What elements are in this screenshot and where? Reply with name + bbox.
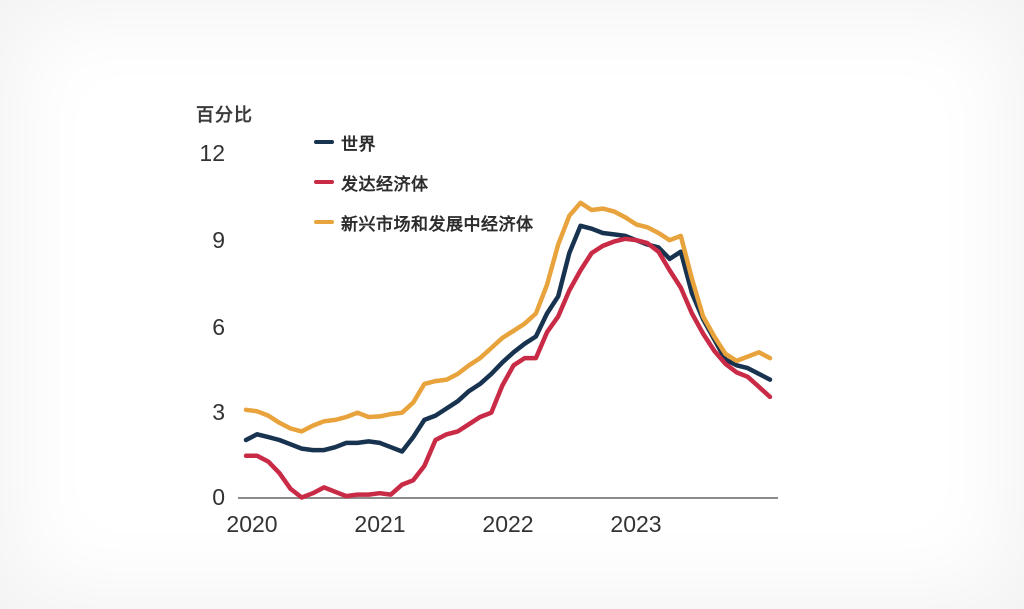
x-axis-tick-2020: 2020 <box>226 511 278 537</box>
legend-item-world: 世界 <box>314 130 534 154</box>
legend-dash-world-icon <box>314 139 334 145</box>
line-emde <box>243 200 773 434</box>
legend-label-advanced-economies: 发达经济体 <box>341 174 429 194</box>
y-axis-tick-3: 3 <box>212 399 225 425</box>
chart-legend: 世界 发达经济体 新兴市场和发展中经济体 <box>314 130 534 250</box>
y-axis-tick-0: 0 <box>212 484 225 510</box>
legend-label-world: 世界 <box>341 134 376 154</box>
line-advanced-economies <box>243 236 773 500</box>
legend-label-emde: 新兴市场和发展中经济体 <box>341 214 534 234</box>
y-axis-unit-label: 百分比 <box>196 105 253 125</box>
x-axis-tick-2023: 2023 <box>610 511 662 537</box>
y-axis-tick-12: 12 <box>199 140 225 166</box>
line-world <box>243 223 773 454</box>
y-axis-tick-9: 9 <box>212 227 225 253</box>
legend-dash-advanced-economies-icon <box>314 179 334 185</box>
legend-item-advanced-economies: 发达经济体 <box>314 170 534 194</box>
y-axis-tick-6: 6 <box>212 314 225 340</box>
legend-item-emde: 新兴市场和发展中经济体 <box>314 210 534 234</box>
legend-dash-emde-icon <box>314 219 334 225</box>
x-axis-tick-2021: 2021 <box>354 511 406 537</box>
x-axis-tick-2022: 2022 <box>482 511 534 537</box>
